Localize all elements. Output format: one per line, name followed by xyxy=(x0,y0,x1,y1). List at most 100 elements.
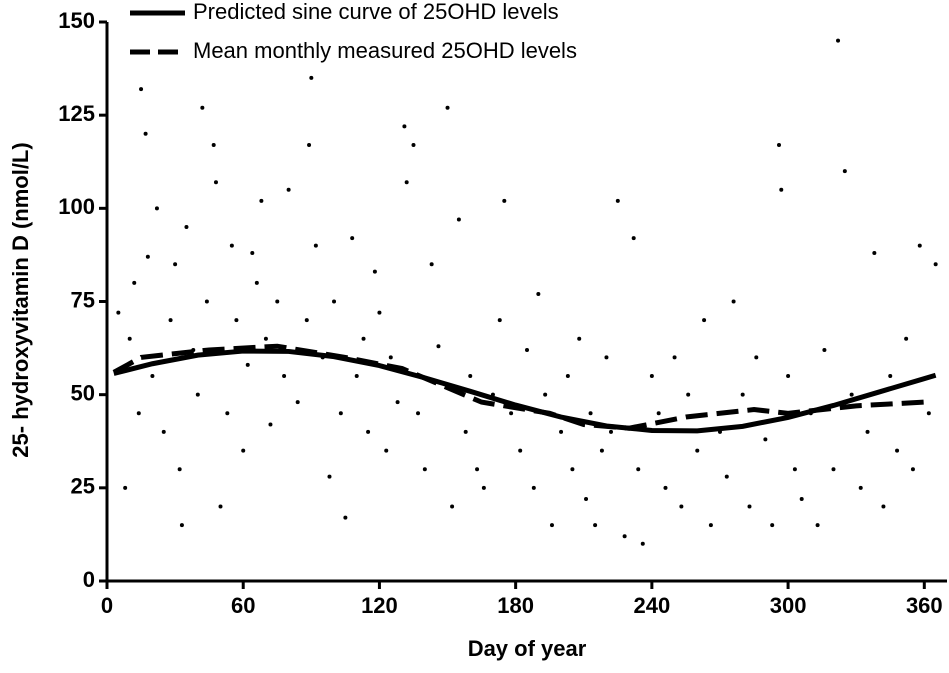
data-point xyxy=(145,254,150,259)
data-point xyxy=(842,169,847,174)
data-point xyxy=(463,429,468,434)
data-point xyxy=(656,411,661,416)
y-tick-label: 0 xyxy=(83,567,95,592)
data-point xyxy=(168,318,173,323)
x-tick-label: 360 xyxy=(906,593,943,618)
data-point xyxy=(822,347,827,352)
data-point xyxy=(559,429,564,434)
y-tick-label: 125 xyxy=(58,101,95,126)
data-point xyxy=(622,534,627,539)
data-point xyxy=(377,310,382,315)
data-point xyxy=(313,243,318,248)
data-point xyxy=(615,198,620,203)
data-point xyxy=(917,243,922,248)
data-point xyxy=(636,467,641,472)
data-point xyxy=(695,448,700,453)
data-point xyxy=(139,87,144,92)
data-point xyxy=(286,187,291,192)
data-point xyxy=(395,400,400,405)
data-point xyxy=(177,467,182,472)
data-point xyxy=(136,411,141,416)
data-point xyxy=(599,448,604,453)
data-point xyxy=(218,504,223,509)
data-point xyxy=(268,422,273,427)
data-point xyxy=(799,497,804,502)
data-point xyxy=(304,318,309,323)
data-point xyxy=(416,411,421,416)
data-point xyxy=(263,336,268,341)
data-point xyxy=(436,344,441,349)
data-point xyxy=(565,374,570,379)
data-point xyxy=(836,38,841,43)
data-point xyxy=(672,355,677,360)
data-point xyxy=(422,467,427,472)
data-point xyxy=(933,262,938,267)
data-point xyxy=(754,355,759,360)
data-point xyxy=(241,448,246,453)
data-point xyxy=(161,429,166,434)
x-tick-label: 0 xyxy=(101,593,113,618)
x-tick-label: 180 xyxy=(497,593,534,618)
data-point xyxy=(640,541,645,546)
data-point xyxy=(384,448,389,453)
y-tick-label: 100 xyxy=(58,194,95,219)
data-point xyxy=(327,474,332,479)
data-point xyxy=(456,217,461,222)
data-point xyxy=(731,299,736,304)
y-tick-label: 75 xyxy=(71,287,95,312)
data-point xyxy=(588,411,593,416)
line-series xyxy=(112,343,925,431)
data-point xyxy=(388,355,393,360)
data-point xyxy=(895,448,900,453)
data-point xyxy=(858,485,863,490)
data-point xyxy=(411,142,416,147)
data-point xyxy=(481,485,486,490)
data-point xyxy=(518,448,523,453)
data-point xyxy=(502,198,507,203)
data-point xyxy=(350,236,355,241)
data-point xyxy=(531,485,536,490)
data-point xyxy=(740,392,745,397)
data-point xyxy=(307,142,312,147)
data-point xyxy=(404,180,409,185)
data-point xyxy=(631,236,636,241)
data-point xyxy=(445,105,450,110)
data-point xyxy=(543,392,548,397)
data-point xyxy=(786,374,791,379)
data-point xyxy=(200,105,205,110)
data-point xyxy=(865,429,870,434)
data-point xyxy=(763,437,768,442)
data-point xyxy=(779,187,784,192)
y-tick-label: 150 xyxy=(58,8,95,33)
x-tick-label: 300 xyxy=(770,593,807,618)
data-point xyxy=(593,523,598,528)
data-point xyxy=(154,206,159,211)
data-point xyxy=(577,336,582,341)
data-point xyxy=(332,299,337,304)
legend-label: Predicted sine curve of 25OHD levels xyxy=(193,0,559,24)
x-tick-label: 120 xyxy=(361,593,398,618)
data-point xyxy=(123,485,128,490)
data-point xyxy=(904,336,909,341)
data-point xyxy=(497,318,502,323)
data-point xyxy=(468,374,473,379)
data-point xyxy=(402,124,407,129)
data-point xyxy=(229,243,234,248)
data-point xyxy=(211,142,216,147)
data-point xyxy=(179,523,184,528)
y-axis-label: 25- hydroxyvitamin D (nmol/L) xyxy=(8,142,33,457)
x-axis-label: Day of year xyxy=(468,636,587,661)
data-point xyxy=(609,429,613,434)
data-point xyxy=(366,429,371,434)
data-point xyxy=(450,504,455,509)
data-point xyxy=(724,474,729,479)
x-tick-label: 60 xyxy=(231,593,255,618)
data-point xyxy=(309,75,314,80)
y-tick-label: 50 xyxy=(71,380,95,405)
data-point xyxy=(116,310,121,315)
data-point xyxy=(132,280,137,285)
data-point xyxy=(234,318,239,323)
data-point xyxy=(282,374,287,379)
data-point xyxy=(849,392,854,397)
